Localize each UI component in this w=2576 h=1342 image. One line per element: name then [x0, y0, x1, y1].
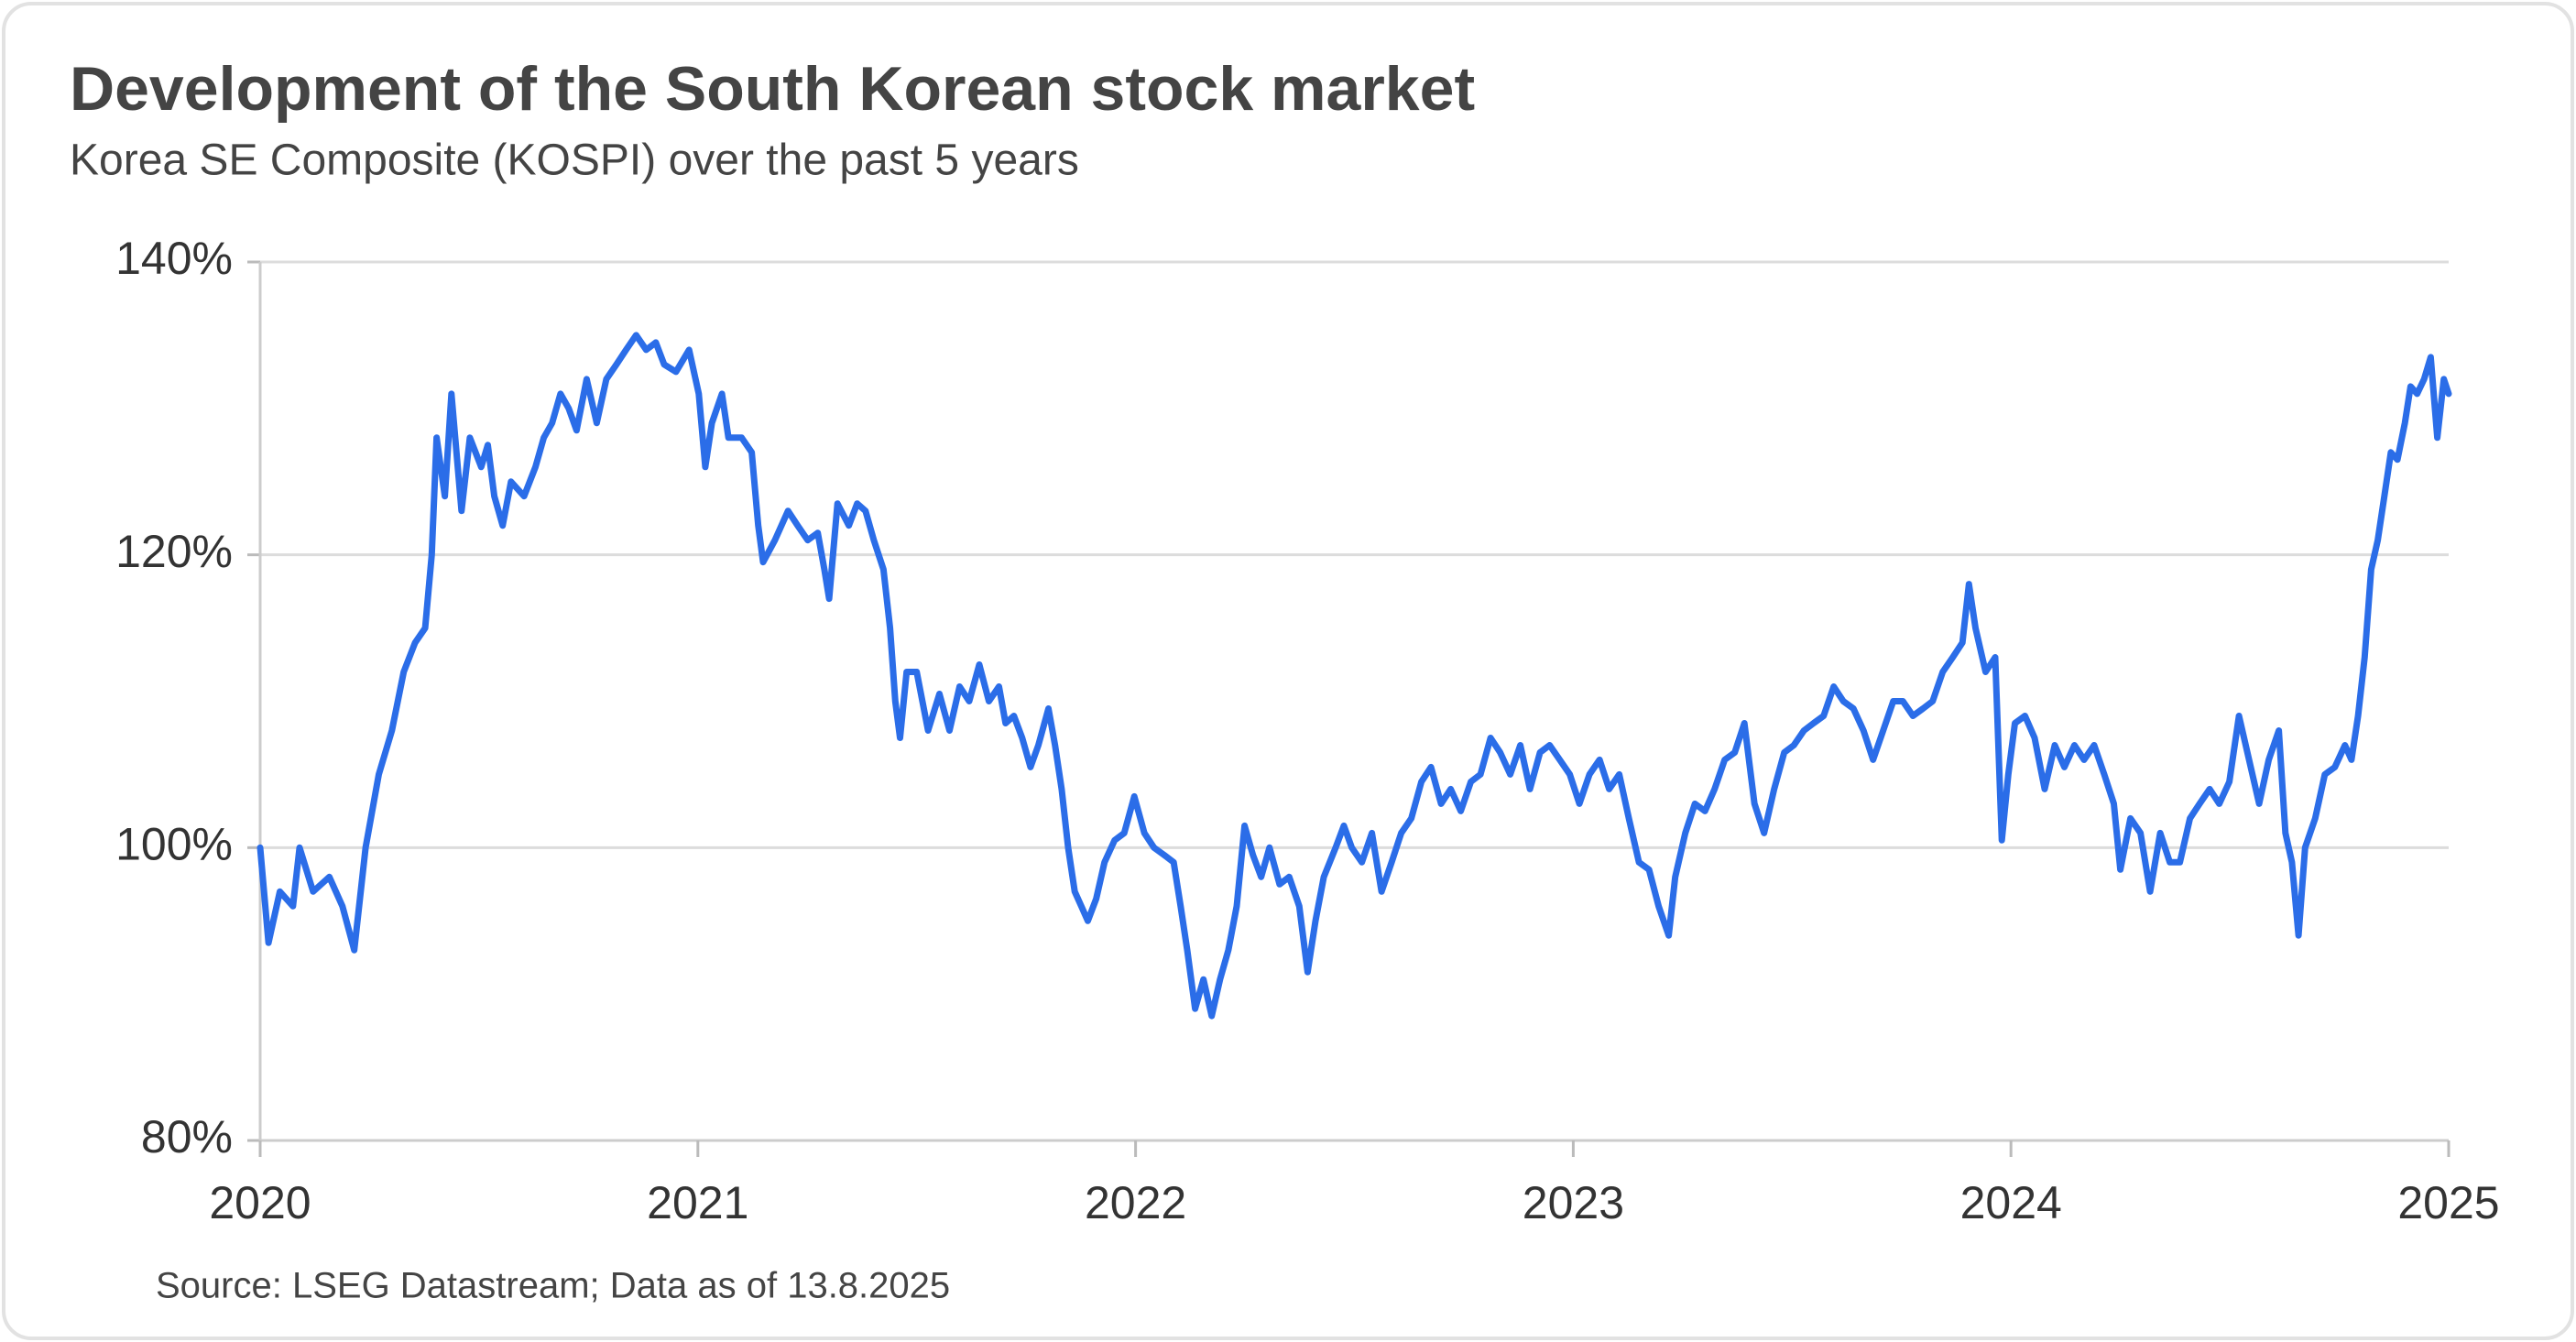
y-tick-label: 140% — [115, 233, 233, 284]
x-tick-label: 2020 — [209, 1177, 311, 1228]
x-tick-label: 2024 — [1960, 1177, 2062, 1228]
y-tick-label: 100% — [115, 819, 233, 870]
chart-title: Development of the South Korean stock ma… — [70, 54, 1475, 124]
source-note: Source: LSEG Datastream; Data as of 13.8… — [156, 1266, 950, 1306]
y-tick-label: 120% — [115, 526, 233, 577]
data-line — [257, 332, 2452, 1020]
x-tick-label: 2021 — [647, 1177, 748, 1228]
x-tick-label: 2025 — [2397, 1177, 2499, 1228]
y-tick-label: 80% — [141, 1111, 233, 1162]
chart-subtitle: Korea SE Composite (KOSPI) over the past… — [70, 136, 1079, 185]
x-tick-label: 2023 — [1523, 1177, 1624, 1228]
x-tick-label: 2022 — [1085, 1177, 1186, 1228]
